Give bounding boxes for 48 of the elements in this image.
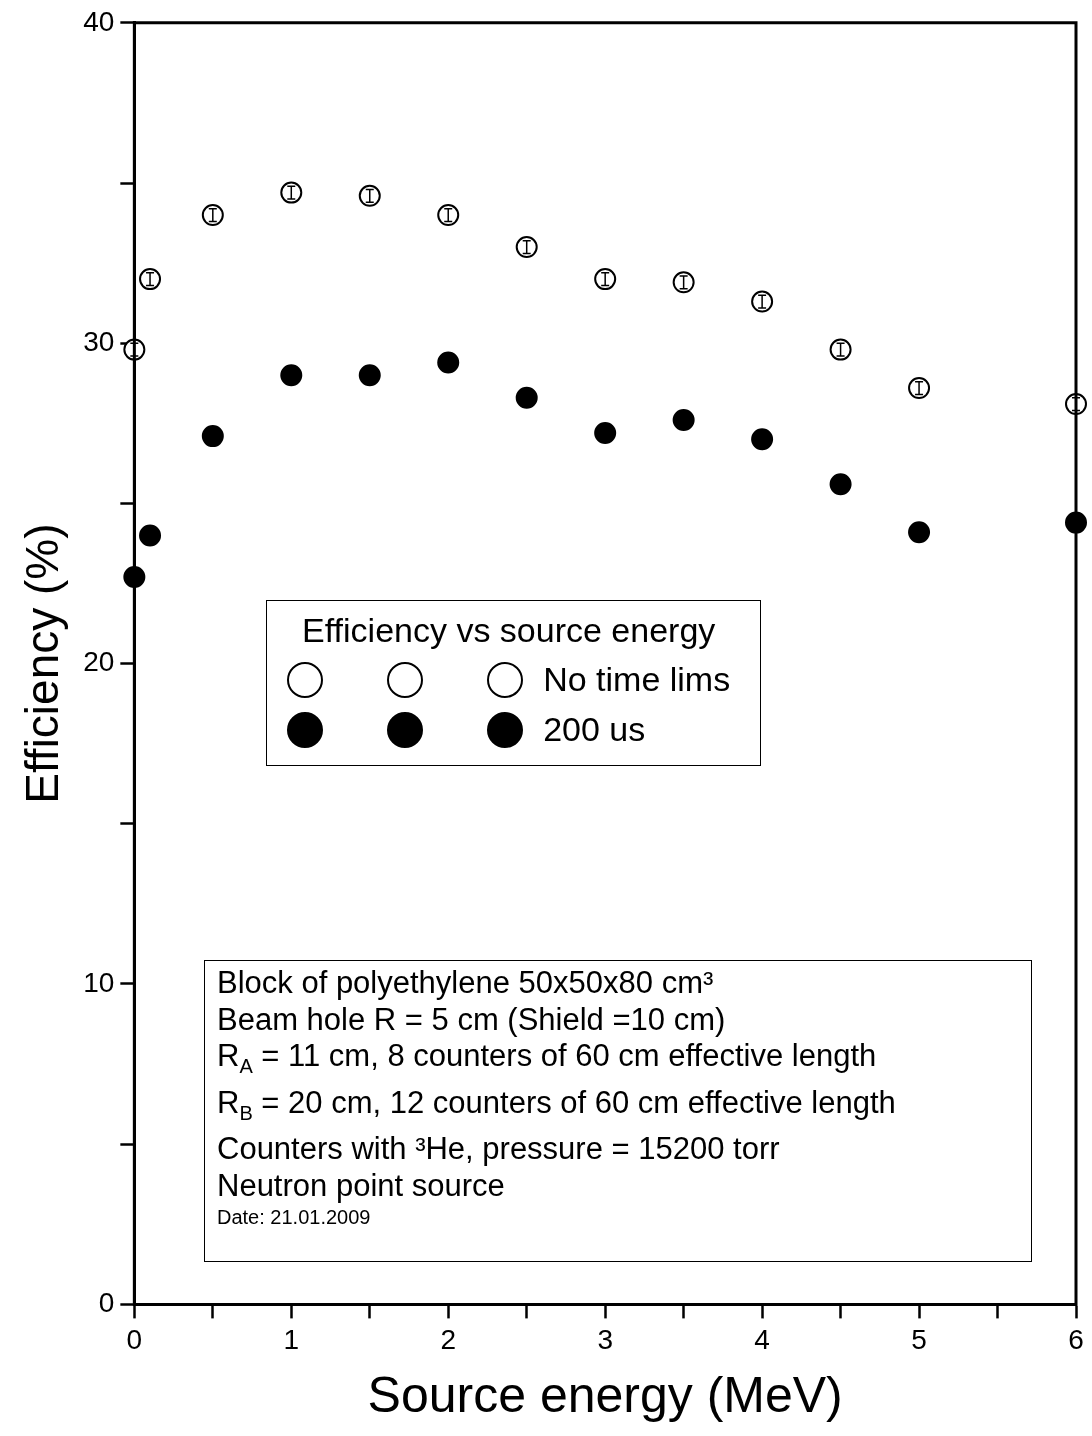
y-tick-label: 0 [98, 1287, 115, 1319]
point [908, 521, 931, 544]
annotation: Counters with ³He, pressure = 15200 torr [217, 1131, 781, 1168]
point [280, 181, 303, 204]
point [829, 473, 852, 496]
x-tick-label: 2 [440, 1323, 457, 1355]
annotation: Neutron point source [217, 1167, 506, 1205]
point [594, 268, 617, 291]
point [672, 271, 695, 294]
y-tick-label: 20 [83, 646, 115, 678]
x-tick-label: 5 [911, 1323, 927, 1355]
legend-label: 200 us [543, 710, 646, 750]
point [515, 386, 538, 409]
annotation: R$_{B}$ = 20 cm, 12 counters of 60 cm effective length [217, 1084, 897, 1126]
point [829, 338, 852, 361]
annotation: Beam hole R = 5 cm (Shield =10 cm) [217, 1001, 727, 1038]
x-tick-label: 3 [597, 1323, 613, 1355]
legend-label: No time lims [543, 660, 731, 700]
point [358, 364, 381, 387]
point [437, 351, 460, 374]
y-tick-label: 40 [83, 5, 115, 37]
point [594, 421, 617, 444]
x-tick-label: 6 [1068, 1323, 1084, 1355]
point [751, 428, 774, 451]
x-tick-label: 0 [126, 1323, 143, 1355]
x-axis-title: Source energy (MeV) [367, 1366, 843, 1423]
y-tick-label: 10 [83, 966, 115, 998]
y-axis-title: Efficiency (%) [16, 523, 69, 804]
legend-title: Efficiency vs source energy [301, 610, 717, 651]
point [908, 377, 931, 400]
point [139, 524, 162, 547]
x-tick-label: 4 [754, 1323, 770, 1355]
y-tick-label: 30 [83, 325, 115, 357]
point [280, 364, 303, 387]
annotation: Date: 21.01.2009 [217, 1205, 372, 1231]
point [515, 236, 538, 259]
x-tick-label: 1 [283, 1323, 300, 1355]
annotation: Block of polyethylene 50x50x80 cm³ [217, 965, 715, 1002]
point [751, 290, 774, 313]
point [672, 409, 695, 432]
point [139, 268, 162, 291]
point [201, 425, 224, 448]
point [123, 338, 146, 361]
point [1065, 393, 1087, 416]
point [201, 204, 224, 227]
point [358, 184, 381, 207]
point [437, 204, 460, 227]
annotation: R$_{A}$ = 11 cm, 8 counters of 60 cm effective length [217, 1038, 878, 1080]
